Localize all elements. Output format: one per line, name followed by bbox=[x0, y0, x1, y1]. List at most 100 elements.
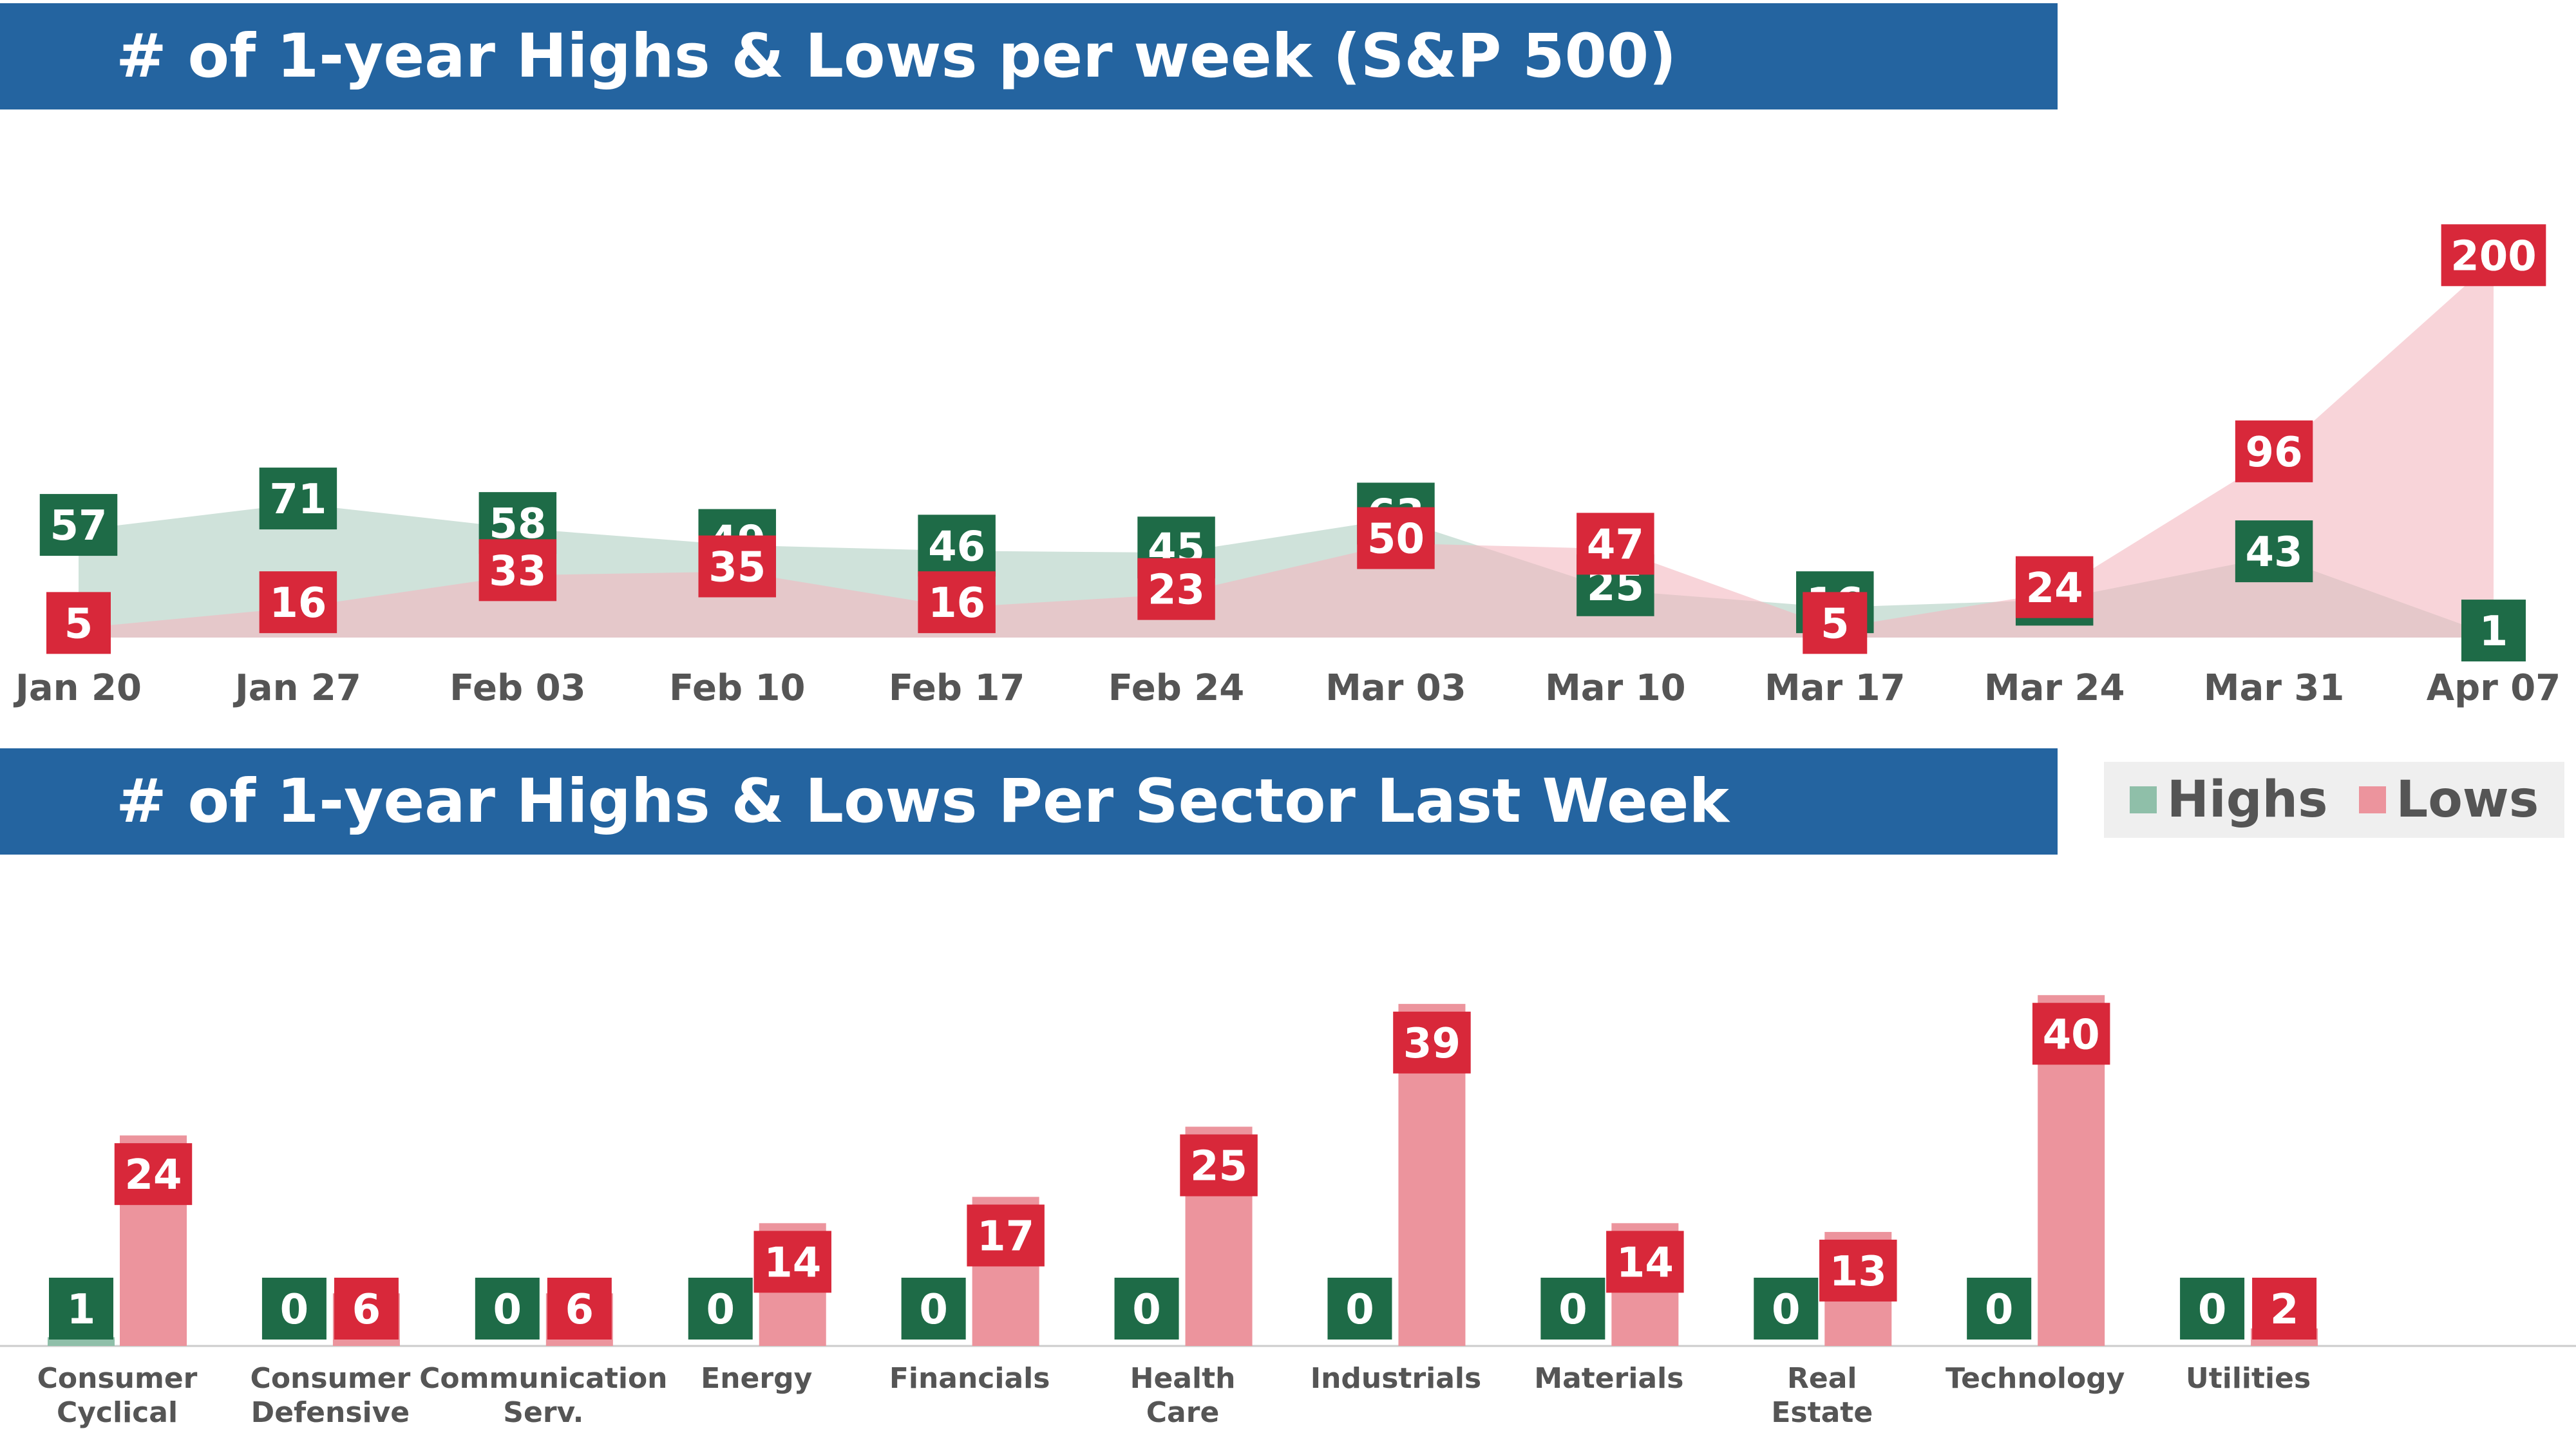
legend-label-highs: Highs bbox=[2166, 771, 2328, 829]
lows-data-label-text: 16 bbox=[269, 580, 327, 627]
lows-bar-label-box bbox=[114, 1143, 193, 1206]
lows-area bbox=[79, 260, 2494, 638]
sector-axis-label: Energy bbox=[701, 1362, 812, 1395]
highs-bar-label-text: 0 bbox=[280, 1286, 309, 1334]
lows-data-label-box bbox=[918, 571, 996, 634]
highs-data-label-box bbox=[39, 494, 118, 556]
lows-data-label-box bbox=[1357, 507, 1435, 569]
lows-data-label-text: 35 bbox=[708, 544, 766, 592]
lows-data-label-box bbox=[2441, 224, 2546, 287]
highs-bar-label-box bbox=[1327, 1278, 1392, 1340]
highs-bar-label: 0 bbox=[901, 1278, 966, 1340]
lows-data-label: 16 bbox=[918, 571, 996, 634]
lows-bar-label-box bbox=[967, 1204, 1045, 1267]
legend-swatch-highs bbox=[2129, 786, 2157, 813]
lows-bar-label-box bbox=[2032, 1003, 2110, 1065]
highs-bar-label: 0 bbox=[1754, 1278, 1819, 1340]
lows-bar-label: 6 bbox=[334, 1278, 399, 1340]
lows-bar-label-text: 13 bbox=[1830, 1248, 1887, 1296]
lows-bar-label-text: 2 bbox=[2270, 1286, 2299, 1334]
lows-bar-label-box bbox=[1393, 1011, 1471, 1074]
highs-bar-label-box bbox=[688, 1278, 753, 1340]
lows-bar-label-box bbox=[1819, 1239, 1897, 1302]
highs-bar-label: 0 bbox=[1967, 1278, 2032, 1340]
lows-bar-label: 6 bbox=[547, 1278, 612, 1340]
lows-bar-label-text: 40 bbox=[2043, 1011, 2100, 1059]
week-axis-label: Feb 17 bbox=[889, 667, 1025, 709]
lows-data-label: 16 bbox=[259, 571, 337, 634]
lows-bar-label-text: 6 bbox=[565, 1286, 594, 1334]
highs-bar-label-text: 0 bbox=[493, 1286, 522, 1334]
lows-bar-label-text: 25 bbox=[1190, 1143, 1247, 1191]
week-axis-label: Mar 31 bbox=[2204, 667, 2345, 709]
highs-bar-label: 0 bbox=[688, 1278, 753, 1340]
highs-data-label-box bbox=[2235, 520, 2313, 583]
week-axis-label: Mar 03 bbox=[1325, 667, 1466, 709]
highs-bar-label: 1 bbox=[49, 1278, 113, 1340]
highs-bar-label-text: 0 bbox=[2198, 1286, 2227, 1334]
lows-bar-label-text: 14 bbox=[764, 1239, 821, 1287]
highs-bar-label-text: 0 bbox=[1558, 1286, 1587, 1334]
lows-data-label-box bbox=[46, 592, 111, 654]
highs-data-label-text: 1 bbox=[2479, 608, 2508, 656]
sector-axis-label: Care bbox=[1146, 1396, 1220, 1429]
lows-bar-label-text: 17 bbox=[977, 1213, 1034, 1261]
lows-data-label-text: 200 bbox=[2450, 232, 2537, 280]
lows-data-label-box bbox=[259, 571, 337, 634]
lows-data-label-box bbox=[698, 535, 776, 598]
highs-data-label-box bbox=[259, 468, 337, 530]
lows-data-label-box bbox=[1803, 592, 1868, 654]
lows-data-label-text: 5 bbox=[64, 600, 93, 648]
highs-bar-label-box bbox=[901, 1278, 966, 1340]
sector-axis-label: Estate bbox=[1771, 1396, 1873, 1429]
lows-bar-label-text: 6 bbox=[352, 1286, 381, 1334]
sector-axis-label: Real bbox=[1787, 1362, 1857, 1395]
highs-bar-label-box bbox=[261, 1278, 327, 1340]
weekly-chart-title: # of 1-year Highs & Lows per week (S&P 5… bbox=[116, 21, 1677, 91]
week-axis-label: Feb 10 bbox=[669, 667, 805, 709]
highs-bar-label: 0 bbox=[1114, 1278, 1179, 1340]
week-axis-label: Apr 07 bbox=[2427, 667, 2561, 709]
lows-bar-label: 2 bbox=[2252, 1278, 2317, 1340]
lows-bar-label-box bbox=[334, 1278, 399, 1340]
lows-bar-label: 17 bbox=[967, 1204, 1045, 1267]
highs-data-label-text: 71 bbox=[269, 476, 327, 524]
lows-bar-label: 14 bbox=[753, 1231, 831, 1293]
lows-bar-label-box bbox=[1606, 1231, 1684, 1293]
sector-axis-label: Communication bbox=[419, 1362, 667, 1395]
sector-axis-label: Defensive bbox=[251, 1396, 410, 1429]
lows-data-label-box bbox=[1137, 558, 1215, 620]
highs-bar-label-box bbox=[475, 1278, 540, 1340]
highs-bar-label-box bbox=[1754, 1278, 1819, 1340]
highs-data-label: 43 bbox=[2235, 520, 2313, 583]
highs-data-label-box bbox=[2461, 600, 2526, 662]
lows-data-label-text: 5 bbox=[1821, 600, 1850, 648]
lows-data-label-text: 23 bbox=[1148, 567, 1205, 614]
lows-data-label: 23 bbox=[1137, 558, 1215, 620]
lows-bar-label: 24 bbox=[114, 1143, 193, 1206]
week-axis-label: Jan 20 bbox=[13, 667, 142, 709]
lows-data-label: 35 bbox=[698, 535, 776, 598]
highs-bar-label-text: 0 bbox=[1345, 1286, 1374, 1334]
highs-data-label-box bbox=[918, 515, 996, 577]
highs-bar-label-box bbox=[1967, 1278, 2032, 1340]
highs-data-label-text: 43 bbox=[2246, 529, 2303, 576]
legend-swatch-lows bbox=[2358, 786, 2386, 813]
sector-chart-title: # of 1-year Highs & Lows Per Sector Last… bbox=[116, 766, 1729, 837]
sector-axis-label: Serv. bbox=[503, 1396, 583, 1429]
highs-bar-label-box bbox=[2180, 1278, 2245, 1340]
lows-data-label-box bbox=[1577, 513, 1654, 575]
highs-bar-label-text: 0 bbox=[1132, 1286, 1161, 1334]
lows-bar-label-box bbox=[1180, 1134, 1258, 1197]
lows-data-label-text: 96 bbox=[2246, 429, 2303, 477]
highs-data-label-text: 57 bbox=[50, 502, 107, 550]
highs-bar-label: 0 bbox=[475, 1278, 540, 1340]
lows-data-label-text: 16 bbox=[928, 580, 985, 627]
legend-label-lows: Lows bbox=[2396, 771, 2539, 829]
sector-axis-label: Technology bbox=[1946, 1362, 2125, 1395]
lows-bar-label: 14 bbox=[1606, 1231, 1684, 1293]
lows-data-label: 47 bbox=[1577, 513, 1654, 575]
sector-axis-label: Health bbox=[1130, 1362, 1236, 1395]
weekly-chart-title-banner: # of 1-year Highs & Lows per week (S&P 5… bbox=[0, 3, 2058, 109]
